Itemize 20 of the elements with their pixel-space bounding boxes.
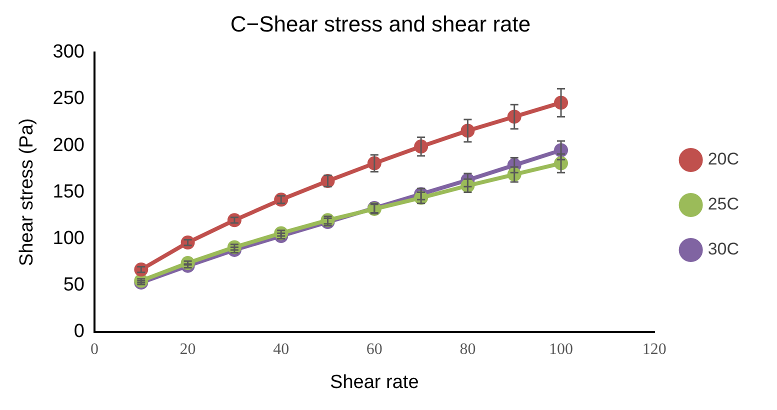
x-tick-label: 0 — [90, 340, 98, 358]
x-axis-title: Shear rate — [330, 372, 419, 393]
y-tick-label: 150 — [52, 181, 84, 202]
x-tick-label: 100 — [549, 340, 574, 358]
legend-label: 20C — [708, 150, 739, 169]
chart-title: C−Shear stress and shear rate — [230, 11, 531, 36]
y-tick-label: 300 — [52, 42, 84, 63]
legend-label: 30C — [708, 240, 739, 259]
x-tick-label: 20 — [180, 340, 196, 358]
y-axis-title: Shear stress (Pa) — [16, 118, 38, 266]
y-tick-label: 250 — [52, 88, 84, 110]
x-tick-label: 60 — [366, 340, 382, 358]
x-tick-label: 40 — [273, 340, 290, 358]
legend-label: 25C — [708, 194, 739, 214]
x-tick-label: 120 — [642, 340, 666, 358]
y-tick-label: 200 — [52, 134, 84, 156]
x-tick-label: 80 — [460, 340, 476, 358]
y-tick-label: 0 — [74, 321, 84, 342]
y-tick-label: 50 — [63, 274, 84, 296]
y-tick-label: 100 — [52, 228, 84, 250]
